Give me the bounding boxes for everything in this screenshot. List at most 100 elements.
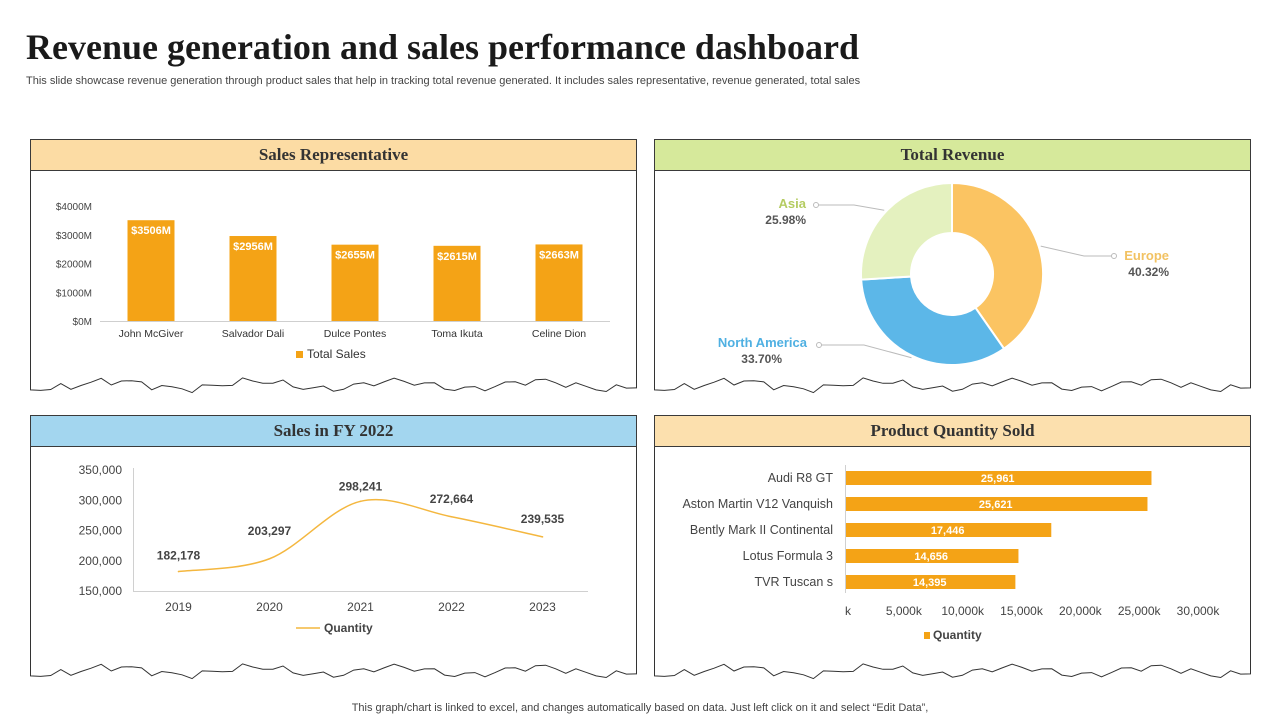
legend-label: Total Sales: [307, 347, 366, 361]
x-tick-label: Dulce Pontes: [324, 328, 386, 340]
x-tick-label: Salvador Dali: [222, 328, 284, 340]
x-tick-label: 2023: [529, 600, 556, 614]
bar: [535, 244, 583, 321]
sales-fy-chart: 150,000 200,000 250,000 300,000 350,000 2019 1…: [30, 447, 637, 680]
x-tick-label: 2020: [256, 600, 283, 614]
data-value-label: 298,241: [339, 479, 383, 493]
legend-swatch: [924, 632, 930, 639]
bar: [846, 471, 1152, 485]
bar: [229, 236, 277, 321]
leader-line: [1040, 245, 1114, 257]
bar: [846, 497, 1148, 511]
data-point: [450, 515, 453, 518]
leader-dot: [813, 202, 819, 208]
legend-label: Quantity: [933, 628, 982, 642]
x-tick-label: 2021: [347, 600, 374, 614]
bar: [846, 575, 1016, 589]
slice-label: Europe: [1124, 248, 1169, 263]
y-tick-label: $1000M: [56, 288, 92, 299]
panel-frame: [30, 447, 637, 680]
y-tick-label: Aston Martin V12 Vanquish: [682, 497, 833, 511]
x-tick-label: 30,000k: [1177, 604, 1221, 618]
leader-dot: [1111, 253, 1117, 259]
sales-fy-title: Sales in FY 2022: [30, 415, 637, 447]
x-tick-label: 5,000k: [886, 604, 923, 618]
bar-value-label: 17,446: [931, 525, 965, 537]
data-point: [177, 570, 180, 573]
leader-line: [816, 204, 885, 211]
x-tick-label: 2022: [438, 600, 465, 614]
pie-slice: [860, 181, 953, 281]
bar: [127, 220, 175, 321]
legend-label: Quantity: [324, 621, 373, 635]
page-title: Revenue generation and sales performance…: [26, 27, 859, 67]
bar-value-label: 25,961: [981, 473, 1015, 485]
pie-slice: [860, 275, 1006, 366]
product-quantity-panel: 25,961 Audi R8 GT 25,621 Aston Martin V12 V…: [654, 415, 1251, 691]
bar-value-label: $3506M: [131, 225, 171, 237]
leader-dot: [816, 342, 822, 348]
panel-frame: [654, 171, 1251, 394]
y-tick-label: 250,000: [79, 524, 123, 538]
leader-line: [819, 344, 912, 359]
y-tick-label: Lotus Formula 3: [743, 549, 833, 563]
y-tick-label: TVR Tuscan s: [755, 575, 834, 589]
panel-frame: [30, 171, 637, 394]
footer-note: This graph/chart is linked to excel, and…: [351, 702, 929, 714]
x-tick-label: 15,000k: [1000, 604, 1044, 618]
bar-value-label: 25,621: [979, 499, 1013, 511]
x-tick-label: John McGiver: [119, 328, 184, 340]
bar: [433, 245, 481, 321]
slice-value-label: 25.98%: [765, 213, 806, 227]
y-tick-label: $4000M: [56, 202, 92, 213]
y-tick-label: Audi R8 GT: [768, 471, 834, 485]
y-tick-label: 300,000: [79, 493, 123, 507]
page-subtitle: This slide showcase revenue generation t…: [26, 75, 861, 87]
data-value-label: 203,297: [248, 524, 292, 538]
bar-value-label: $2956M: [233, 241, 273, 253]
x-tick-label: 25,000k: [1118, 604, 1162, 618]
x-tick-label: 10,000k: [941, 604, 985, 618]
bar-value-label: 14,395: [913, 577, 947, 589]
y-tick-label: $2000M: [56, 260, 92, 271]
slice-value-label: 33.70%: [741, 352, 782, 366]
sales-representative-panel: $0M $1000M $2000M $3000M $4000M $3506M John Mc…: [30, 139, 637, 405]
bar-value-label: $2655M: [335, 250, 375, 262]
data-value-label: 182,178: [157, 549, 201, 563]
data-value-label: 239,535: [521, 512, 565, 526]
y-tick-label: $0M: [73, 317, 92, 328]
total-revenue-panel: Europe 40.32% North America 33.70% Asia 25.98…: [654, 139, 1251, 405]
bar-value-label: $2615M: [437, 251, 477, 263]
data-point: [359, 500, 362, 503]
y-tick-label: 350,000: [79, 463, 123, 477]
sales-fy-panel: 150,000 200,000 250,000 300,000 350,000 2019 1…: [30, 415, 637, 691]
legend-swatch: [296, 351, 303, 358]
pie-slice: [951, 181, 1044, 351]
total-revenue-title: Total Revenue: [654, 139, 1251, 171]
x-tick-label: 20,000k: [1059, 604, 1103, 618]
bar: [846, 549, 1019, 563]
x-tick-label: Celine Dion: [532, 328, 586, 340]
slice-label: Asia: [779, 196, 807, 211]
panel-frame: [654, 447, 1251, 680]
bar: [846, 523, 1052, 537]
x-tick-label: Toma Ikuta: [431, 328, 483, 340]
series-line: [178, 498, 543, 573]
sales-representative-title: Sales Representative: [30, 139, 637, 171]
data-point: [541, 536, 544, 538]
x-tick-label: 2019: [165, 600, 192, 614]
sales-representative-chart: $0M $1000M $2000M $3000M $4000M $3506M John Mc…: [30, 171, 637, 394]
x-tick-label: k: [845, 604, 852, 618]
bar: [331, 244, 379, 321]
slice-value-label: 40.32%: [1128, 265, 1169, 279]
y-tick-label: $3000M: [56, 231, 92, 242]
y-tick-label: 200,000: [79, 554, 123, 568]
product-quantity-chart: 25,961 Audi R8 GT 25,621 Aston Martin V12 V…: [654, 447, 1251, 680]
data-point: [268, 557, 271, 560]
bar-value-label: $2663M: [539, 249, 579, 261]
slice-label: North America: [718, 335, 808, 350]
y-tick-label: Bently Mark II Continental: [690, 523, 833, 537]
bar-value-label: 14,656: [914, 551, 948, 563]
y-tick-label: 150,000: [79, 584, 123, 598]
product-quantity-title: Product Quantity Sold: [654, 415, 1251, 447]
